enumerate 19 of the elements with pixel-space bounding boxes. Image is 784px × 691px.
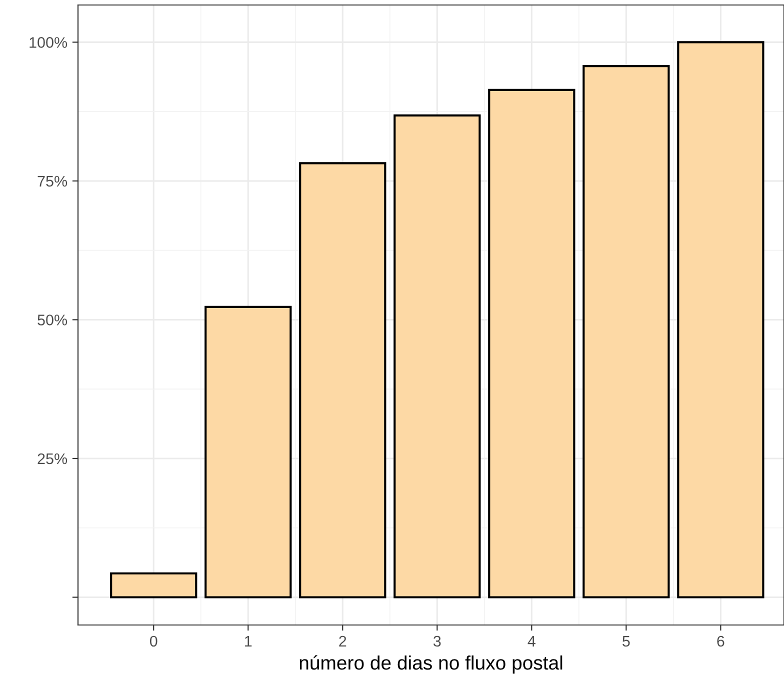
x-tick-label: 0 <box>150 636 158 647</box>
x-axis-title: número de dias no fluxo postal <box>300 655 562 674</box>
x-tick-label: 5 <box>622 636 630 647</box>
bar <box>677 41 764 598</box>
x-tick-label: 6 <box>717 636 724 647</box>
y-tick-label: 25% <box>38 453 68 464</box>
bar <box>110 572 198 598</box>
bar <box>394 114 481 598</box>
y-tick-label: 100% <box>30 37 68 48</box>
bar <box>488 88 576 598</box>
bar <box>582 65 670 598</box>
x-tick-label: 1 <box>245 636 252 646</box>
y-tick-label: 50% <box>38 314 68 326</box>
x-tick-label: 3 <box>433 636 441 647</box>
x-tick-label: 2 <box>339 636 346 646</box>
bar <box>204 306 292 598</box>
x-tick-label: 4 <box>528 636 536 646</box>
bar <box>299 162 386 598</box>
y-tick-label: 75% <box>38 176 68 187</box>
